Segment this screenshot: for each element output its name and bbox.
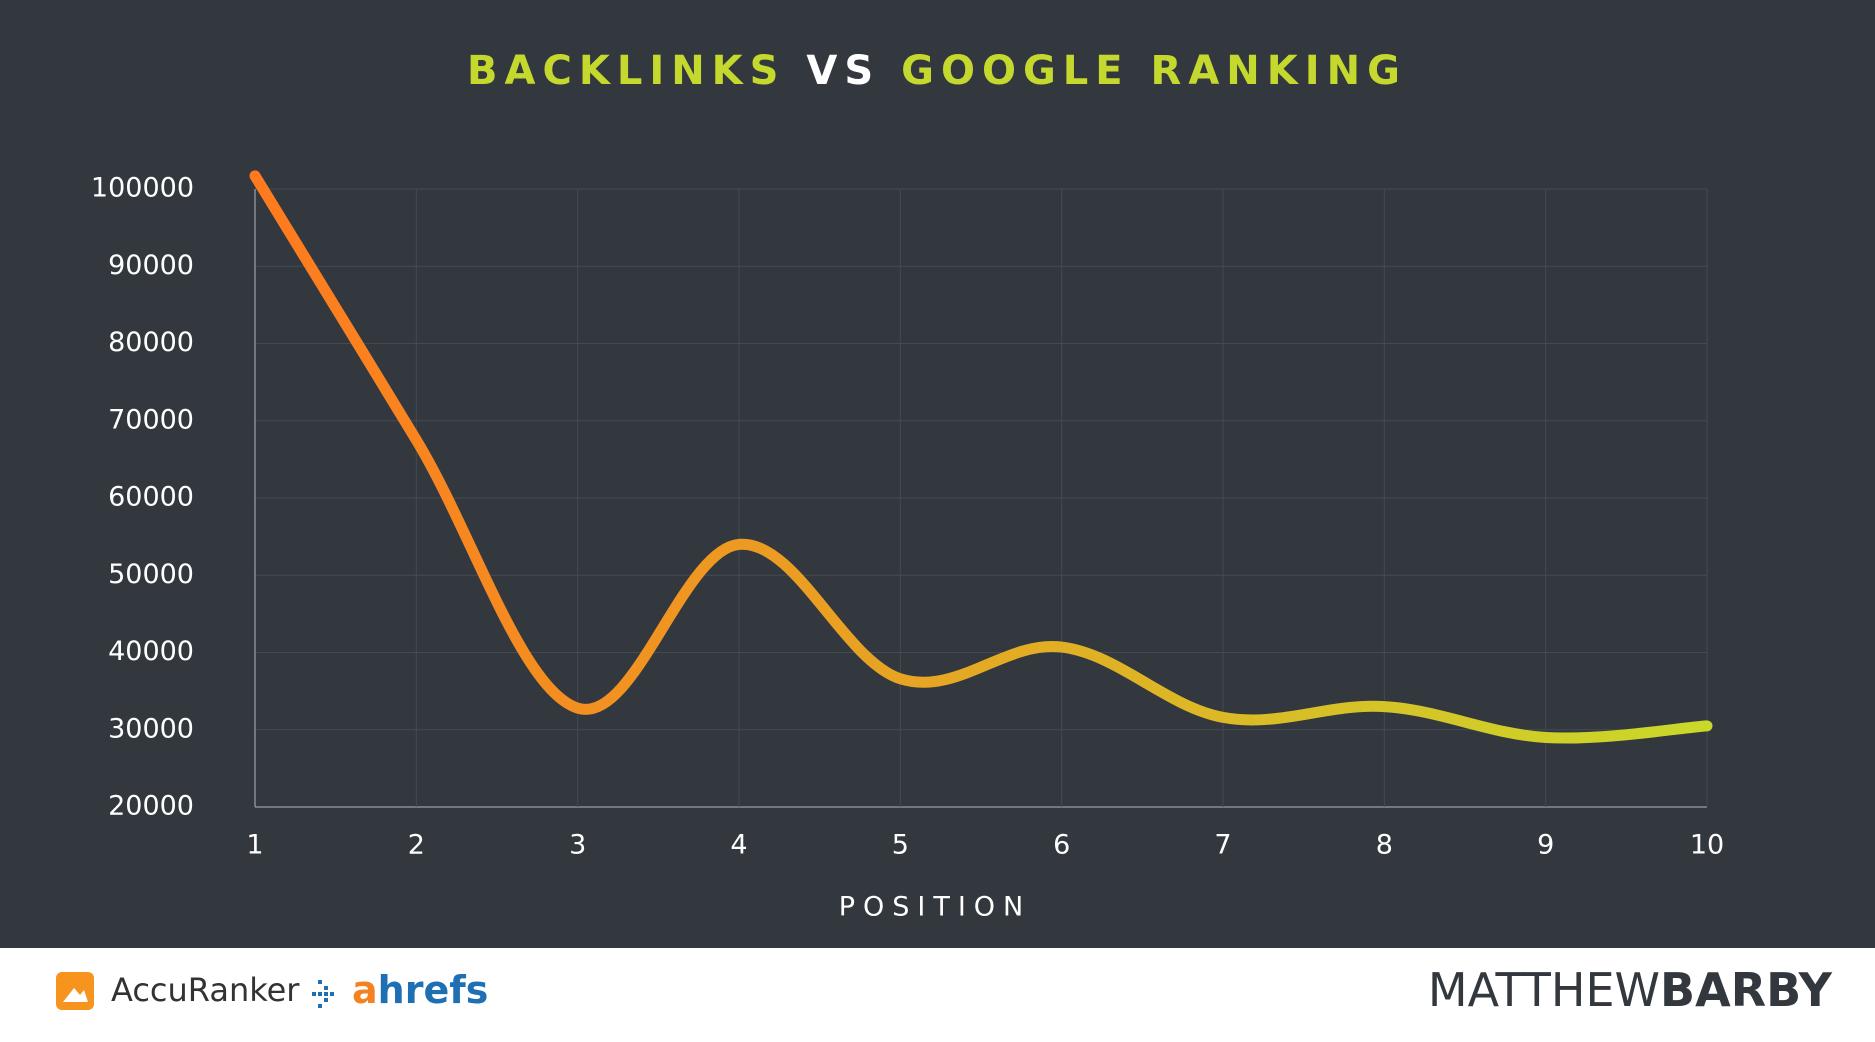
y-tick-label: 30000 (108, 713, 194, 744)
x-tick-label: 3 (569, 830, 586, 861)
y-tick-label: 20000 (108, 791, 194, 822)
ahrefs-part: hrefs (378, 968, 489, 1012)
ahrefs-icon (312, 980, 334, 1008)
accuranker-logo: AccuRanker (111, 971, 300, 1009)
y-tick-label: 100000 (91, 173, 194, 204)
plot: 20000 30000 40000 50000 60000 70000 80000 90000… (91, 170, 1724, 861)
x-tick-label: 10 (1690, 830, 1724, 861)
background (0, 0, 1875, 948)
accuranker-icon-mark (63, 988, 88, 1002)
x-tick-label: 2 (408, 830, 425, 861)
x-tick-label: 5 (892, 830, 909, 861)
title-part: GOOGLE RANKING (901, 48, 1407, 94)
data-line (249, 170, 1713, 744)
dot (312, 992, 316, 996)
brand: MATTHEWBARBY (1428, 963, 1833, 1017)
y-tick-label: 40000 (108, 636, 194, 667)
y-tick-label: 90000 (108, 250, 194, 281)
chart-title: BACKLINKS VS GOOGLE RANKING (467, 48, 1407, 94)
dot (330, 992, 334, 996)
y-tick-label: 80000 (108, 327, 194, 358)
x-tick-label: 9 (1537, 830, 1554, 861)
x-tick-label: 1 (246, 830, 263, 861)
title-part: BACKLINKS (467, 48, 785, 94)
dot (324, 992, 328, 996)
x-tick-label: 7 (1214, 830, 1231, 861)
y-tick-label: 70000 (108, 404, 194, 435)
y-tick-label: 60000 (108, 482, 194, 513)
dot (318, 980, 322, 984)
ahrefs-part: a (352, 968, 378, 1012)
title-part: VS (806, 48, 880, 94)
x-tick-label: 8 (1376, 830, 1393, 861)
x-tick-label: 4 (730, 830, 747, 861)
y-tick-label: 50000 (108, 559, 194, 590)
x-tick-label: 6 (1053, 830, 1070, 861)
dot (318, 992, 322, 996)
x-axis-label: POSITION (839, 892, 1032, 923)
dot (324, 998, 328, 1002)
ahrefs-logo: ahrefs (352, 968, 488, 1012)
dot (318, 1004, 322, 1008)
dot (324, 986, 328, 990)
brand-bold: BARBY (1660, 963, 1833, 1017)
brand-light: MATTHEW (1428, 963, 1660, 1017)
